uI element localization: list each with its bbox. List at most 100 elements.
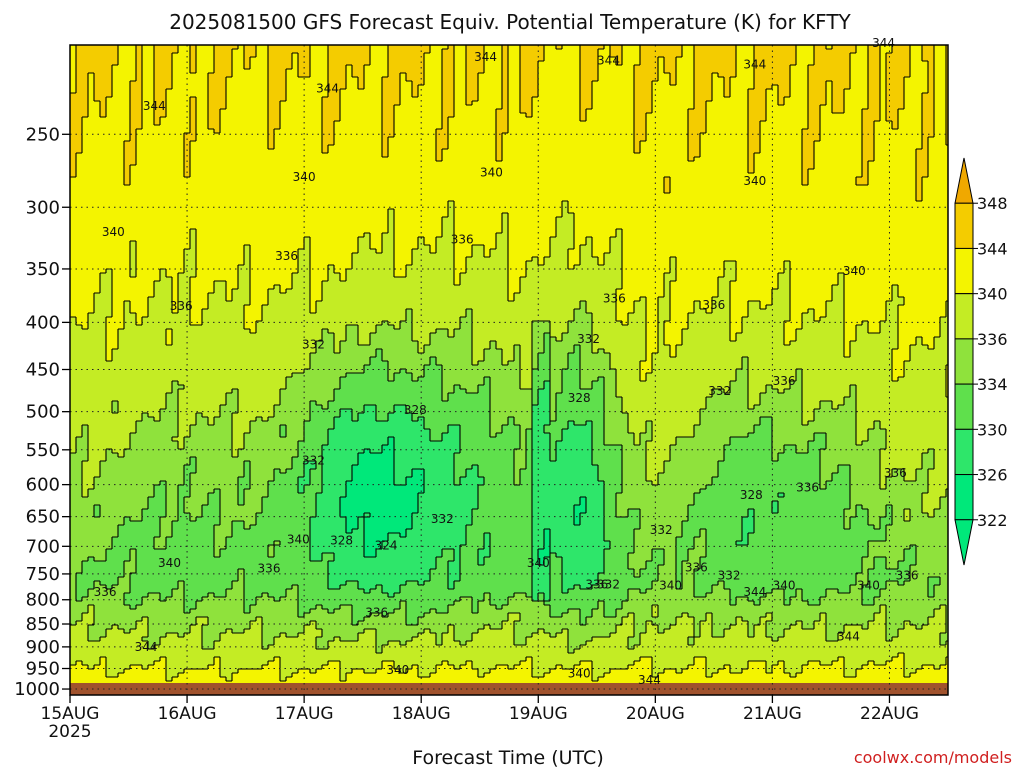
field-cell xyxy=(784,269,791,274)
field-cell xyxy=(874,613,887,618)
field-cell xyxy=(448,629,455,634)
field-cell xyxy=(502,349,515,354)
field-cell xyxy=(112,545,155,550)
field-cell xyxy=(754,525,845,530)
field-cell xyxy=(904,93,923,98)
field-cell xyxy=(70,593,77,598)
field-cell xyxy=(502,137,635,142)
field-cell xyxy=(748,433,773,438)
field-cell xyxy=(316,465,323,470)
field-cell xyxy=(160,121,191,126)
field-cell xyxy=(592,93,635,98)
field-cell xyxy=(922,509,935,514)
field-cell xyxy=(184,597,203,602)
field-cell xyxy=(490,429,503,434)
field-cell xyxy=(88,593,125,598)
field-cell xyxy=(124,521,161,526)
field-cell xyxy=(322,405,329,410)
field-cell xyxy=(724,89,731,94)
field-cell xyxy=(388,49,431,54)
field-cell xyxy=(442,113,455,118)
field-cell xyxy=(244,593,263,598)
field-cell xyxy=(760,121,809,126)
field-cell xyxy=(544,557,551,562)
field-cell xyxy=(784,493,851,498)
field-cell xyxy=(418,581,425,586)
field-cell xyxy=(790,285,833,290)
field-cell xyxy=(466,529,533,534)
field-cell xyxy=(580,93,593,98)
field-cell xyxy=(394,405,407,410)
field-cell xyxy=(76,157,125,162)
field-cell xyxy=(196,421,209,426)
field-cell xyxy=(808,65,851,70)
field-cell xyxy=(226,293,233,298)
field-cell xyxy=(472,321,533,326)
contour-label: 344 xyxy=(837,630,860,644)
field-cell xyxy=(118,45,137,50)
field-cell xyxy=(904,77,929,82)
field-cell xyxy=(136,317,143,322)
field-cell xyxy=(502,105,509,110)
field-cell xyxy=(778,505,851,510)
field-cell xyxy=(82,133,131,138)
field-cell xyxy=(526,461,533,466)
field-cell xyxy=(214,49,233,54)
field-cell xyxy=(550,377,563,382)
field-cell xyxy=(466,81,479,86)
field-cell xyxy=(568,201,948,206)
field-cell xyxy=(868,573,911,578)
field-cell xyxy=(796,45,815,50)
field-cell xyxy=(190,153,383,158)
field-cell xyxy=(676,553,689,558)
field-cell xyxy=(148,305,173,310)
field-cell xyxy=(394,445,461,450)
field-cell xyxy=(154,73,173,78)
field-cell xyxy=(214,553,221,558)
field-cell xyxy=(154,117,161,122)
field-cell xyxy=(538,65,581,70)
field-cell xyxy=(256,417,263,422)
field-cell xyxy=(106,557,131,562)
field-cell xyxy=(238,265,251,270)
field-cell xyxy=(70,109,89,114)
field-cell xyxy=(520,73,539,78)
field-cell xyxy=(478,669,491,674)
field-cell xyxy=(208,417,215,422)
credit-link[interactable]: coolwx.com/models xyxy=(854,748,1012,767)
field-cell xyxy=(238,453,299,458)
field-cell xyxy=(82,149,125,154)
field-cell xyxy=(220,109,269,114)
field-cell xyxy=(178,497,185,502)
field-cell xyxy=(322,113,341,118)
field-cell xyxy=(268,297,311,302)
field-cell xyxy=(382,85,401,90)
field-cell xyxy=(154,489,167,494)
field-cell xyxy=(154,49,179,54)
field-cell xyxy=(280,425,287,430)
field-cell xyxy=(892,377,899,382)
field-cell xyxy=(412,373,425,378)
field-cell xyxy=(904,105,923,110)
field-cell xyxy=(214,281,227,286)
field-cell xyxy=(316,461,323,466)
field-cell xyxy=(250,61,269,66)
field-cell xyxy=(184,437,233,442)
field-cell xyxy=(562,373,581,378)
field-cell xyxy=(220,513,257,518)
field-cell xyxy=(418,377,443,382)
field-cell xyxy=(550,249,569,254)
field-cell xyxy=(124,165,131,170)
field-cell xyxy=(106,333,119,338)
field-cell xyxy=(448,581,455,586)
field-cell xyxy=(790,277,839,282)
field-cell xyxy=(808,69,851,74)
field-cell xyxy=(172,329,251,334)
contour-label: 336 xyxy=(585,577,608,591)
field-cell xyxy=(490,553,533,558)
field-cell xyxy=(310,481,323,486)
field-cell xyxy=(280,109,323,114)
field-cell xyxy=(442,117,449,122)
field-cell xyxy=(322,465,353,470)
field-cell xyxy=(196,45,215,50)
